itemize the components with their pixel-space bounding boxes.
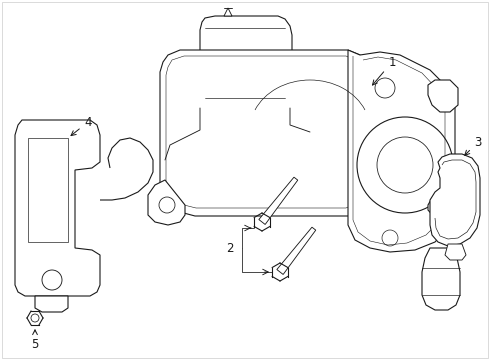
Polygon shape	[35, 296, 68, 312]
Polygon shape	[15, 120, 100, 296]
Polygon shape	[259, 177, 298, 225]
Polygon shape	[160, 50, 370, 216]
Polygon shape	[277, 227, 316, 274]
Polygon shape	[200, 16, 292, 110]
Polygon shape	[428, 192, 458, 220]
Polygon shape	[445, 244, 466, 260]
Polygon shape	[428, 80, 458, 112]
Text: 3: 3	[465, 135, 482, 155]
Polygon shape	[422, 248, 460, 310]
Text: 4: 4	[71, 116, 92, 136]
Text: 5: 5	[31, 330, 39, 351]
Text: 2: 2	[226, 242, 234, 255]
Polygon shape	[148, 180, 185, 225]
Polygon shape	[224, 8, 232, 16]
Polygon shape	[348, 50, 455, 252]
Polygon shape	[430, 154, 480, 246]
Text: 1: 1	[372, 55, 396, 85]
